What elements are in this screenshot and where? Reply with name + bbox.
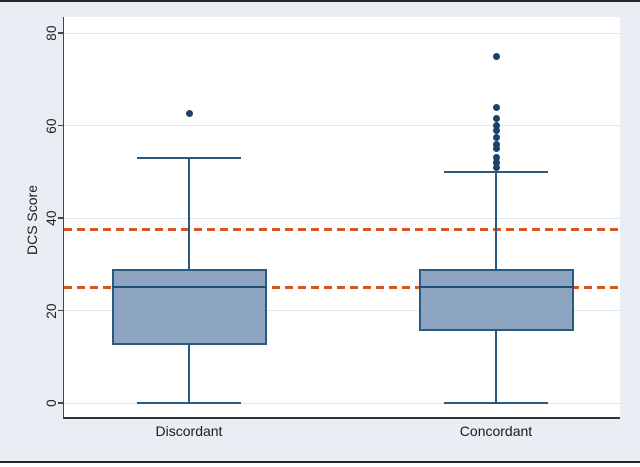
figure-bottom-rule <box>0 461 640 463</box>
y-axis-title: DCS Score <box>24 184 40 256</box>
y-gridline <box>64 310 620 311</box>
x-axis-label-concordant: Concordant <box>459 423 533 439</box>
outlier-dot-concordant <box>492 52 500 60</box>
upper-whisker-concordant <box>495 171 497 269</box>
outlier-dot-concordant <box>492 115 500 123</box>
outlier-dot-concordant <box>492 145 500 153</box>
outlier-dot-concordant <box>492 103 500 111</box>
median-line-discordant <box>111 286 267 289</box>
y-tick-mark <box>57 402 64 404</box>
y-gridline <box>64 125 620 126</box>
upper-whisker-discordant <box>188 157 190 269</box>
y-tick-mark <box>57 32 64 34</box>
y-tick-mark <box>57 217 64 219</box>
y-gridline <box>64 217 620 219</box>
y-gridline <box>64 32 620 34</box>
y-tick-label: 20 <box>43 302 59 319</box>
upper-whisker-cap-concordant <box>444 170 548 173</box>
y-tick-label: 80 <box>43 25 59 41</box>
y-tick-label: 40 <box>43 210 59 226</box>
lower-whisker-concordant <box>495 331 497 403</box>
outlier-dot-concordant <box>492 159 500 166</box>
iqr-box-concordant <box>418 268 574 332</box>
lower-whisker-cap-discordant <box>137 402 241 404</box>
outlier-dot-discordant <box>185 110 193 118</box>
outlier-dot-concordant <box>492 122 500 129</box>
outlier-dot-concordant <box>492 154 500 162</box>
reference-line-37.5 <box>64 228 620 232</box>
y-tick-mark <box>57 124 64 127</box>
upper-whisker-cap-discordant <box>137 156 241 159</box>
outlier-dot-concordant <box>492 133 500 141</box>
x-axis-line <box>62 417 620 419</box>
lower-whisker-discordant <box>188 345 190 403</box>
y-tick-label: 0 <box>43 399 59 407</box>
y-axis-line <box>62 17 64 419</box>
lower-whisker-cap-concordant <box>444 402 548 404</box>
x-axis-label-discordant: Discordant <box>155 423 223 439</box>
median-line-concordant <box>418 286 574 289</box>
iqr-box-discordant <box>111 268 267 346</box>
y-tick-label: 60 <box>43 117 59 134</box>
y-gridline <box>64 402 620 404</box>
outlier-dot-concordant <box>492 140 500 148</box>
reference-line-25 <box>64 285 620 289</box>
outlier-dot-concordant <box>492 163 500 171</box>
outlier-dot-concordant <box>492 126 500 134</box>
figure-top-rule <box>0 0 640 2</box>
y-tick-mark <box>57 309 64 312</box>
